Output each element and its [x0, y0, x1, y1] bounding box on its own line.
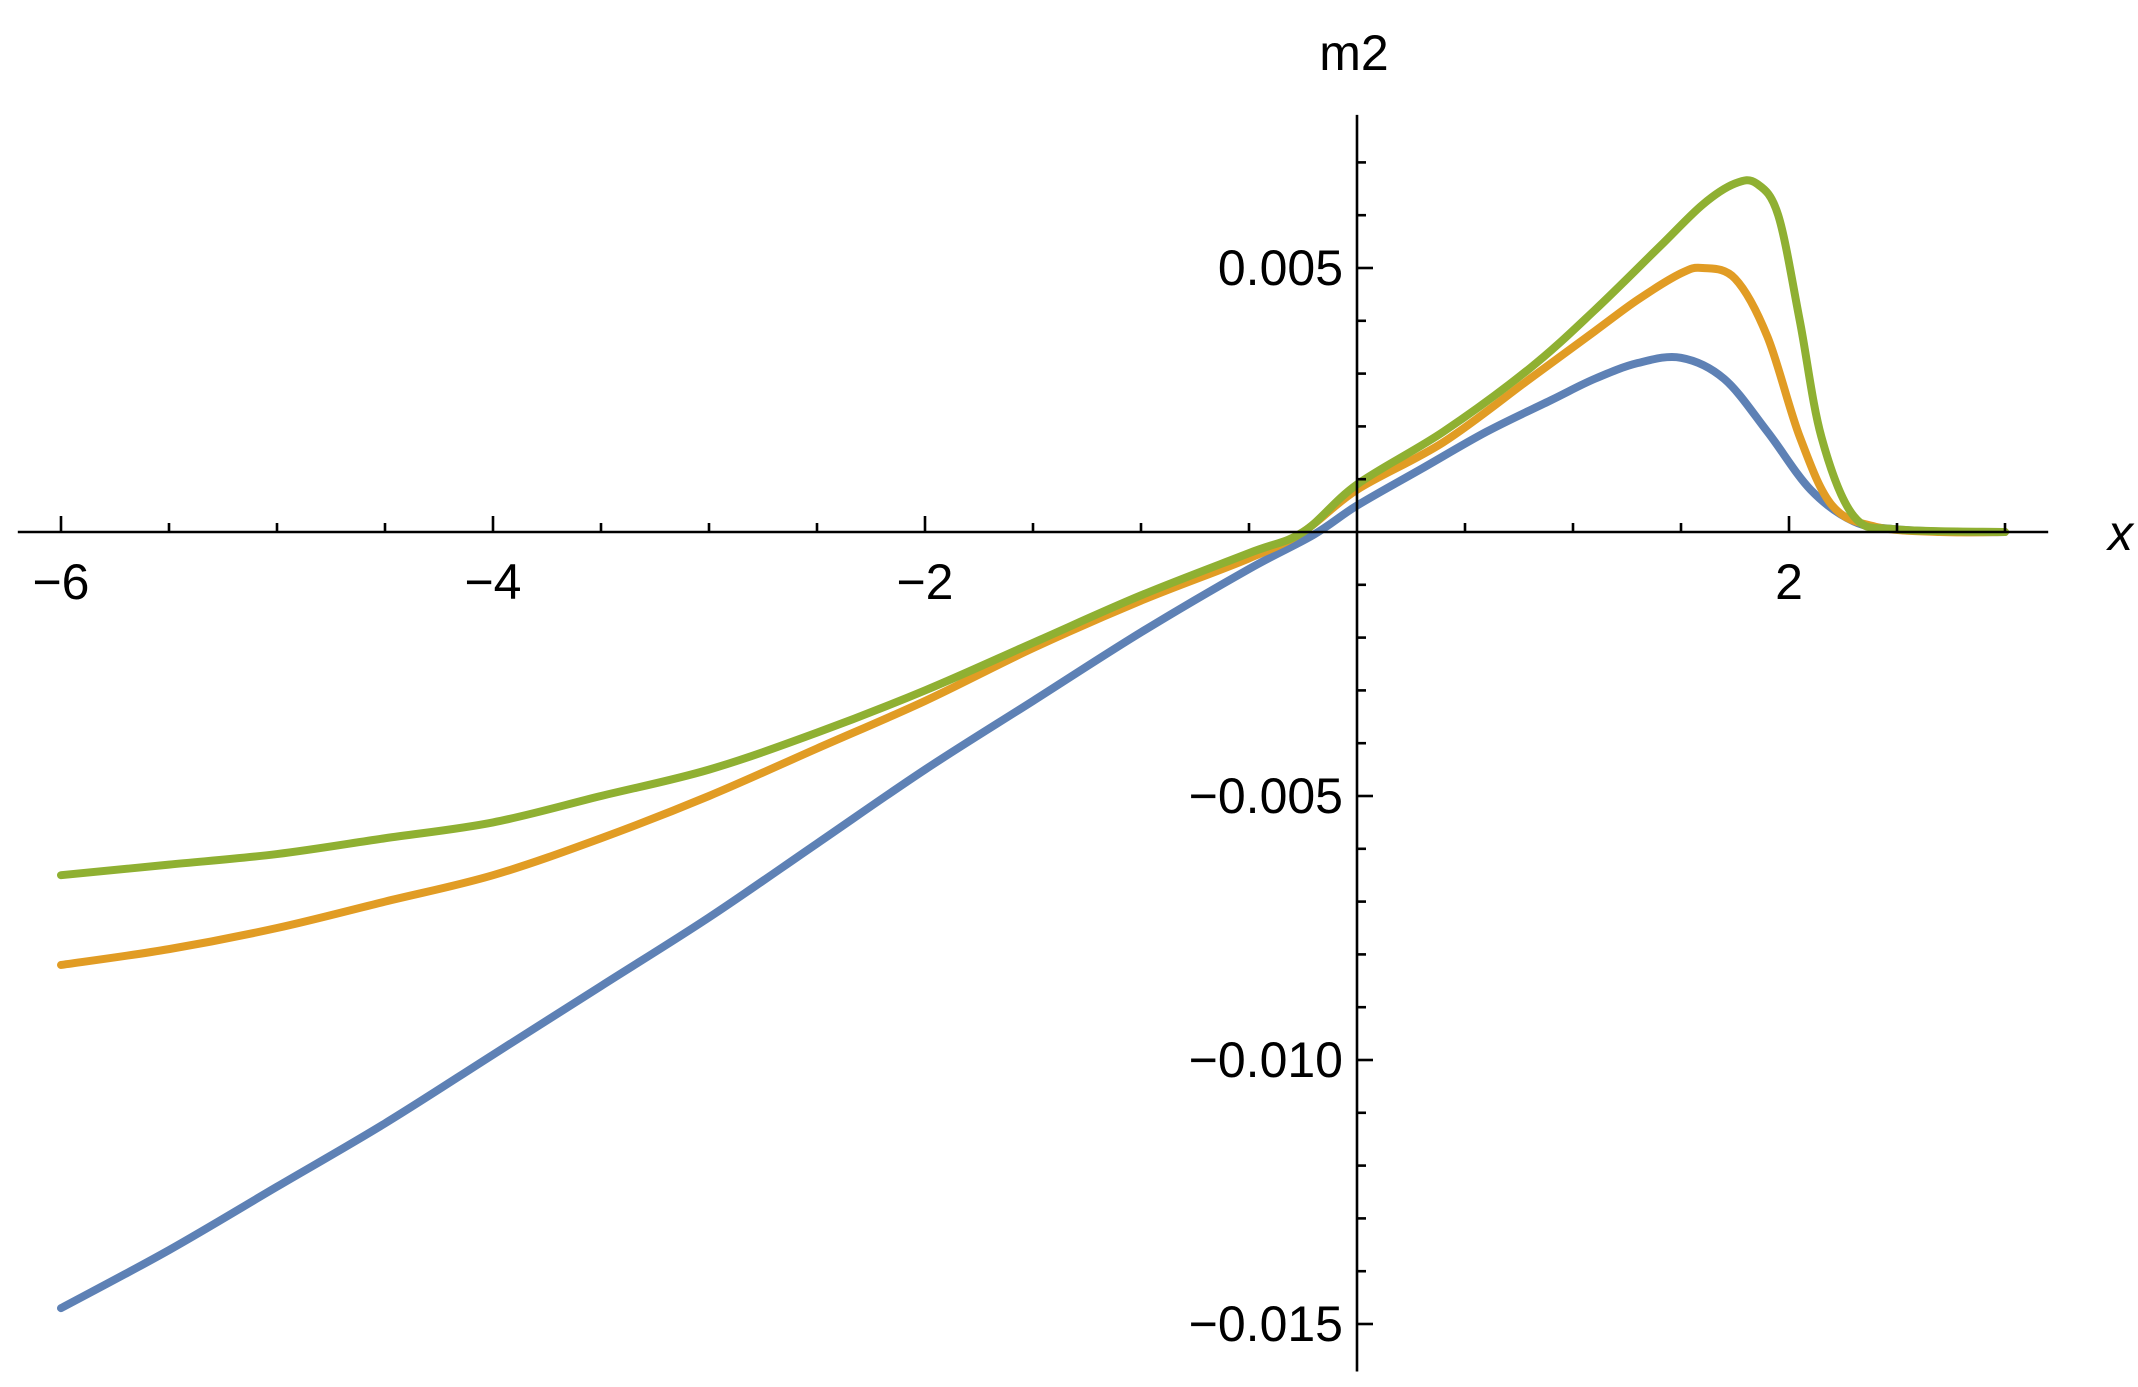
series-line-1 — [57, 352, 2009, 1313]
series-line-3 — [57, 176, 2009, 880]
axis-tick-labels: −6 −4 −2 2 0.005 −0.005 −0.010 −0.015 — [32, 240, 1802, 1352]
series-curves — [57, 176, 2009, 1313]
axis-ticks — [59, 161, 2007, 1326]
x-axis-label: x — [2106, 505, 2135, 561]
x-tick-label: −6 — [32, 554, 89, 610]
y-axis-label: m2 — [1319, 25, 1388, 81]
x-tick-label: −4 — [464, 554, 521, 610]
y-tick-label: 0.005 — [1218, 240, 1343, 296]
y-tick-label: −0.015 — [1189, 1296, 1343, 1352]
x-tick-label: −2 — [896, 554, 953, 610]
axes: −6 −4 −2 2 0.005 −0.005 −0.010 −0.015 — [17, 114, 2049, 1372]
y-tick-label: −0.010 — [1189, 1032, 1343, 1088]
x-tick-label: 2 — [1775, 554, 1803, 610]
y-tick-label: −0.005 — [1189, 768, 1343, 824]
